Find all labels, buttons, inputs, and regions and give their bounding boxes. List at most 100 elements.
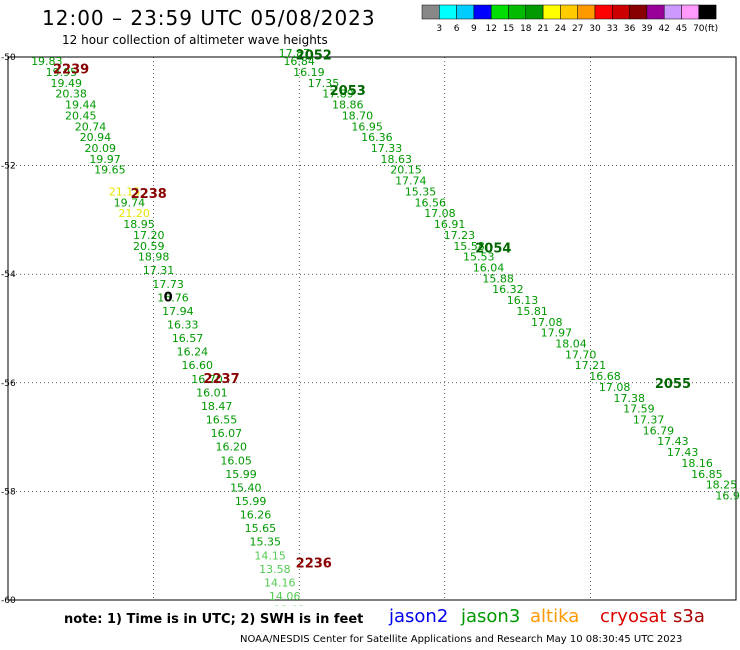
data-point-label: 16.79 — [643, 424, 675, 437]
colorbar-swatch — [698, 4, 717, 20]
data-point-label: 17.08 — [531, 316, 563, 329]
pass-time-label: 2237 — [203, 372, 239, 387]
pass-time-label: 2238 — [131, 187, 167, 202]
data-point-label: 18.98 — [138, 251, 170, 264]
y-tick-label: -56 — [1, 379, 16, 389]
data-point-label: 18.70 — [342, 109, 374, 122]
data-point-label: 17.94 — [162, 305, 194, 318]
y-tick-label: -50 — [1, 53, 16, 63]
note-text: note: 1) Time is in UTC; 2) SWH is in fe… — [64, 612, 364, 627]
wave-height-plot: 03691215-50-52-54-56-58-6019.8319.9519.4… — [1, 47, 740, 606]
data-point-label: 19.95 — [46, 66, 78, 79]
data-point-label: 17.87 — [279, 47, 311, 60]
data-point-label: 15.53 — [463, 251, 495, 264]
data-point-label: 18.86 — [332, 99, 364, 112]
data-point-label: 20.38 — [55, 88, 87, 101]
data-point-label: 19.97 — [89, 153, 121, 166]
data-point-label: 17.89 — [322, 88, 354, 101]
data-point-label: 17.70 — [565, 348, 597, 361]
data-point-label: 17.43 — [667, 446, 699, 459]
colorbar-label: 27 — [572, 24, 583, 34]
colorbar-label: 45 — [676, 24, 687, 34]
data-point-label: 17.31 — [143, 264, 175, 277]
data-point-label: 17.35 — [308, 77, 340, 90]
y-tick-label: -58 — [1, 487, 16, 497]
data-point-label: 16.76 — [157, 291, 189, 304]
data-point-label: 16.98 — [715, 490, 740, 503]
pass-time-label: 0 — [164, 290, 173, 305]
data-point-label: 15.40 — [230, 481, 262, 494]
pass-time-label: 2055 — [655, 377, 691, 392]
colorbar-label: 12 — [485, 24, 496, 34]
data-point-label: 16.20 — [216, 441, 248, 454]
colorbar-label: 30 — [589, 24, 601, 34]
colorbar-label: 42 — [658, 24, 669, 34]
data-point-label: 15.58 — [453, 240, 485, 253]
data-point-label: 16.68 — [589, 370, 621, 383]
colorbar-label: 6 — [454, 24, 460, 34]
pass-time-label: 2054 — [475, 241, 511, 256]
pass-time-label: 2052 — [296, 49, 332, 64]
data-point-label: 15.81 — [516, 305, 548, 318]
data-point-label: 21.20 — [118, 207, 150, 220]
data-point-label: 13.02 — [274, 604, 306, 606]
data-point-label: 17.37 — [633, 414, 665, 427]
data-point-label: 16.13 — [507, 294, 539, 307]
chart-title: 12:00 – 23:59 UTC 05/08/2023 — [42, 6, 376, 30]
colorbar-label: 3 — [436, 24, 442, 34]
colorbar-label: 9 — [471, 24, 477, 34]
data-point-label: 14.16 — [264, 576, 296, 589]
data-point-label: 20.94 — [80, 131, 112, 144]
legend-altika: altika — [530, 606, 580, 627]
data-point-label: 13.58 — [259, 563, 291, 576]
y-tick-label: -52 — [1, 162, 16, 172]
y-tick-label: -60 — [1, 596, 16, 606]
pass-time-label: 2053 — [330, 84, 366, 99]
data-point-label: 15.88 — [482, 272, 514, 285]
footer-credit: NOAA/NESDIS Center for Satellite Applica… — [240, 634, 683, 645]
data-point-label: 20.45 — [65, 109, 97, 122]
y-tick-label: -54 — [1, 270, 16, 280]
data-point-label: 15.35 — [405, 185, 437, 198]
colorbar-label: 39 — [641, 24, 653, 34]
pass-time-label: 2236 — [296, 556, 332, 571]
data-point-label: 17.20 — [133, 229, 165, 242]
data-point-label: 16.60 — [182, 359, 214, 372]
colorbar-label: 24 — [555, 24, 567, 34]
data-point-label: 16.36 — [361, 131, 393, 144]
data-point-label: 20.74 — [75, 120, 107, 133]
data-point-label: 20.59 — [133, 240, 165, 253]
data-point-label: 16.70 — [191, 373, 223, 386]
legend-jason2: jason2 — [389, 606, 449, 627]
data-point-label: 16.85 — [691, 468, 723, 481]
data-point-label: 20.15 — [390, 164, 422, 177]
data-point-label: 17.33 — [371, 142, 403, 155]
color-scale-bar: 3 6 9 12 15 18 21 24 27 30 33 36 39 42 45 70 (ft) — [421, 4, 718, 34]
data-point-label: 16.95 — [351, 120, 383, 133]
data-point-label: 19.83 — [31, 55, 63, 68]
data-point-label: 14.06 — [269, 590, 301, 603]
data-point-label: 15.35 — [249, 536, 281, 549]
data-point-label: 16.07 — [211, 427, 243, 440]
colorbar-label: 70 — [693, 24, 705, 34]
data-point-label: 17.74 — [395, 175, 427, 188]
data-point-label: 16.57 — [172, 332, 204, 345]
colorbar-label: 15 — [503, 24, 514, 34]
data-point-label: 17.38 — [613, 392, 645, 405]
data-point-label: 19.65 — [94, 164, 126, 177]
data-point-label: 18.04 — [555, 338, 587, 351]
data-point-label: 15.99 — [235, 495, 267, 508]
data-point-label: 16.01 — [196, 386, 228, 399]
data-point-label: 16.26 — [240, 509, 272, 522]
data-point-label: 21.15 — [109, 185, 141, 198]
data-point-label: 16.04 — [473, 261, 505, 274]
data-point-label: 17.23 — [444, 229, 476, 242]
data-point-label: 15.99 — [225, 468, 257, 481]
data-point-label: 17.08 — [599, 381, 631, 394]
legend-cryosat: cryosat — [600, 606, 667, 627]
data-point-label: 16.33 — [167, 319, 199, 332]
data-point-label: 16.05 — [220, 454, 252, 467]
data-point-label: 16.56 — [414, 196, 446, 209]
data-point-label: 18.95 — [123, 218, 155, 231]
data-point-label: 16.32 — [492, 283, 524, 296]
